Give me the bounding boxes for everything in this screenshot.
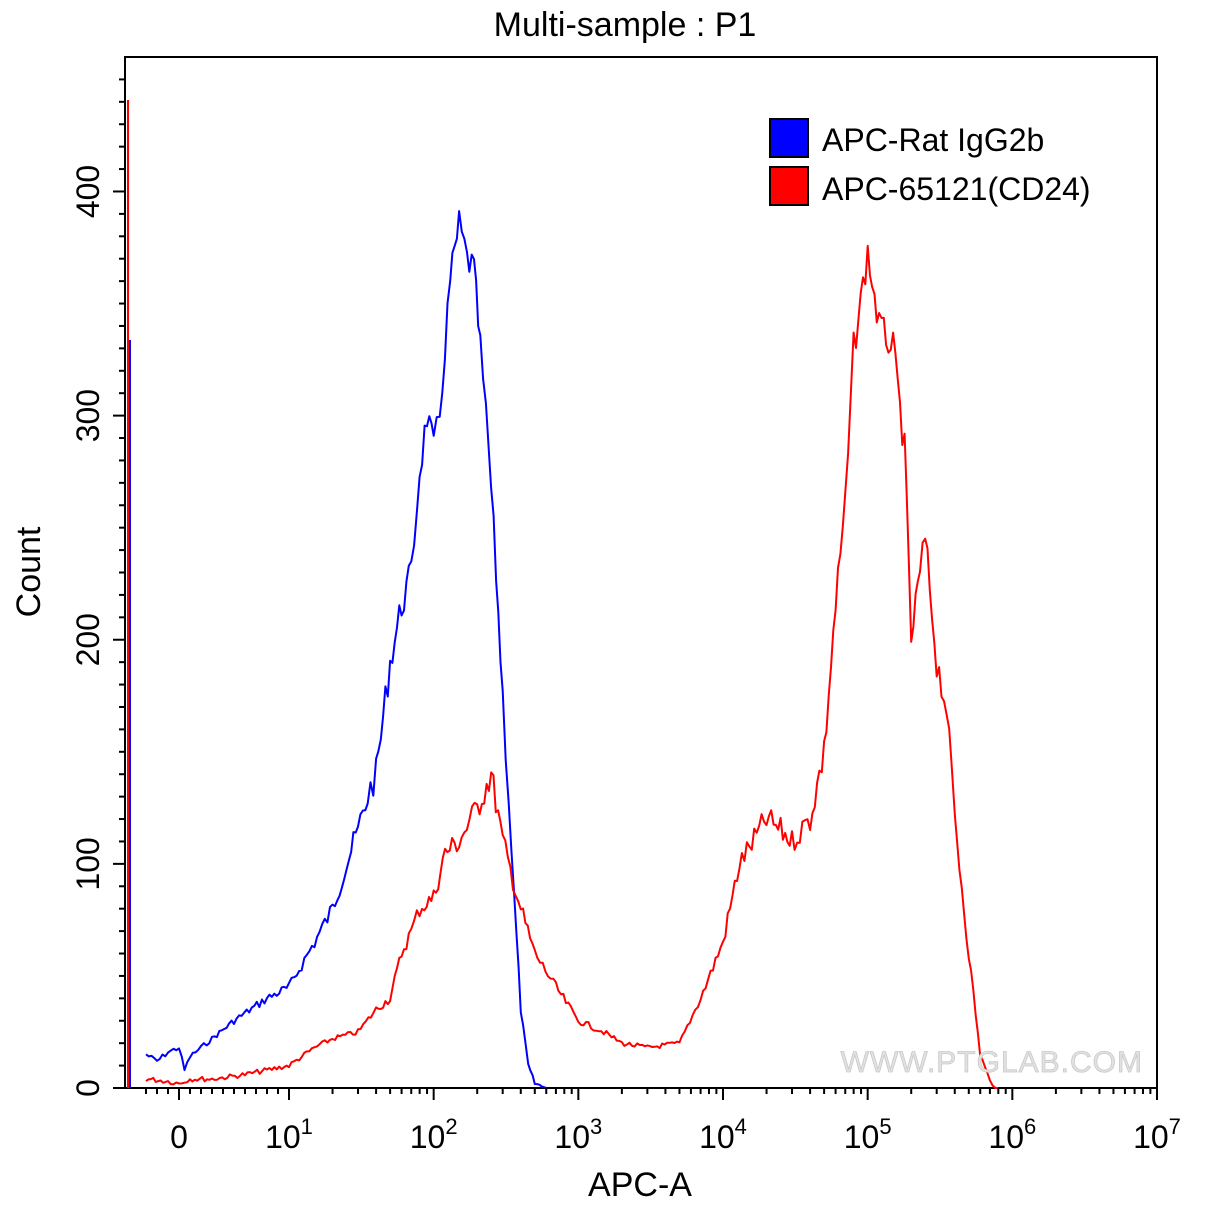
legend-label-isotype: APC-Rat IgG2b — [822, 122, 1044, 158]
y-tick-label: 200 — [70, 613, 106, 666]
x-tick-base: 0 — [170, 1119, 188, 1155]
chart-title: Multi-sample : P1 — [494, 6, 757, 44]
series-layer — [127, 100, 999, 1089]
x-tick-base: 10 — [844, 1119, 880, 1155]
x-tick-label: 107 — [1133, 1114, 1181, 1155]
y-axis-label: Count — [10, 526, 48, 617]
legend-label-cd24: APC-65121(CD24) — [822, 171, 1091, 207]
x-tick-label: 104 — [699, 1114, 747, 1155]
x-tick-base: 10 — [410, 1119, 446, 1155]
x-tick-exponent: 3 — [590, 1114, 602, 1139]
legend-swatch-isotype — [769, 118, 809, 158]
x-tick-exponent: 1 — [301, 1114, 313, 1139]
x-tick-label: 106 — [988, 1114, 1036, 1155]
x-tick-base: 10 — [554, 1119, 590, 1155]
x-tick-label: 0 — [170, 1119, 188, 1155]
x-tick-base: 10 — [988, 1119, 1024, 1155]
x-tick-base: 10 — [699, 1119, 735, 1155]
x-tick-label: 101 — [265, 1114, 313, 1155]
x-tick-exponent: 2 — [445, 1114, 457, 1139]
y-axis: 0 100 200 300 400 — [70, 78, 125, 1097]
x-tick-exponent: 7 — [1169, 1114, 1181, 1139]
legend-swatch-cd24 — [769, 166, 809, 206]
x-axis-label: APC-A — [588, 1166, 692, 1204]
watermark: WWW.PTGLAB.COM — [841, 1046, 1143, 1079]
x-tick-exponent: 6 — [1024, 1114, 1036, 1139]
legend: APC-Rat IgG2b APC-65121(CD24) — [769, 118, 1091, 207]
y-tick-label: 0 — [70, 1079, 106, 1097]
x-axis: 0 101 102 103 104 105 106 107 — [145, 1088, 1181, 1155]
series-line-isotype — [145, 210, 547, 1089]
x-tick-label: 102 — [410, 1114, 458, 1155]
x-tick-base: 10 — [1133, 1119, 1169, 1155]
y-tick-label: 300 — [70, 389, 106, 442]
y-tick-label: 100 — [70, 837, 106, 890]
x-tick-exponent: 5 — [879, 1114, 891, 1139]
x-tick-label: 103 — [554, 1114, 602, 1155]
series-line-cd24 — [145, 244, 999, 1089]
x-tick-base: 10 — [265, 1119, 301, 1155]
x-tick-label: 105 — [844, 1114, 892, 1155]
y-tick-label: 400 — [70, 165, 106, 218]
plot-frame — [124, 56, 1158, 1089]
x-tick-exponent: 4 — [735, 1114, 747, 1139]
